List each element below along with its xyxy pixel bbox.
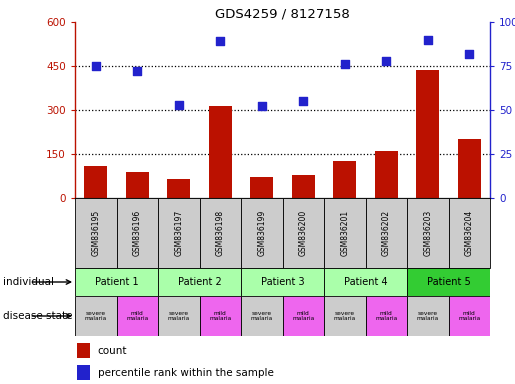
- Bar: [333, 161, 356, 198]
- Bar: [116, 198, 158, 268]
- Text: mild
malaria: mild malaria: [209, 311, 231, 321]
- Bar: [116, 296, 158, 336]
- Bar: [84, 166, 107, 198]
- Point: [382, 58, 390, 64]
- Bar: [75, 296, 116, 336]
- Text: GSM836202: GSM836202: [382, 210, 391, 256]
- Text: GSM836197: GSM836197: [174, 210, 183, 256]
- Bar: [158, 268, 241, 296]
- Bar: [77, 365, 90, 381]
- Bar: [199, 296, 241, 336]
- Bar: [375, 151, 398, 198]
- Bar: [366, 198, 407, 268]
- Bar: [449, 198, 490, 268]
- Point: [299, 98, 307, 104]
- Text: Patient 1: Patient 1: [95, 277, 139, 287]
- Bar: [241, 268, 324, 296]
- Bar: [75, 268, 158, 296]
- Text: disease state: disease state: [3, 311, 72, 321]
- Text: count: count: [98, 346, 127, 356]
- Text: GSM836204: GSM836204: [465, 210, 474, 256]
- Bar: [167, 179, 190, 198]
- Text: severe
malaria: severe malaria: [84, 311, 107, 321]
- Bar: [250, 177, 273, 198]
- Text: individual: individual: [3, 277, 54, 287]
- Bar: [283, 198, 324, 268]
- Bar: [324, 296, 366, 336]
- Bar: [209, 106, 232, 198]
- Text: severe
malaria: severe malaria: [167, 311, 190, 321]
- Text: severe
malaria: severe malaria: [417, 311, 439, 321]
- Point: [340, 61, 349, 67]
- Bar: [199, 198, 241, 268]
- Text: GSM836198: GSM836198: [216, 210, 225, 256]
- Text: GSM836201: GSM836201: [340, 210, 349, 256]
- Text: Patient 3: Patient 3: [261, 277, 304, 287]
- Text: Patient 5: Patient 5: [426, 277, 470, 287]
- Point: [258, 103, 266, 109]
- Bar: [324, 198, 366, 268]
- Bar: [126, 172, 149, 198]
- Text: mild
malaria: mild malaria: [292, 311, 314, 321]
- Point: [175, 102, 183, 108]
- Point: [92, 63, 100, 69]
- Point: [133, 68, 142, 74]
- Text: severe
malaria: severe malaria: [251, 311, 273, 321]
- Text: percentile rank within the sample: percentile rank within the sample: [98, 368, 273, 378]
- Text: mild
malaria: mild malaria: [126, 311, 148, 321]
- Text: GSM836200: GSM836200: [299, 210, 308, 256]
- Bar: [77, 343, 90, 359]
- Bar: [283, 296, 324, 336]
- Bar: [324, 268, 407, 296]
- Text: GSM836195: GSM836195: [91, 210, 100, 256]
- Point: [424, 36, 432, 43]
- Text: GSM836199: GSM836199: [258, 210, 266, 256]
- Title: GDS4259 / 8127158: GDS4259 / 8127158: [215, 8, 350, 21]
- Text: Patient 4: Patient 4: [344, 277, 387, 287]
- Text: GSM836196: GSM836196: [133, 210, 142, 256]
- Text: mild
malaria: mild malaria: [458, 311, 480, 321]
- Bar: [241, 198, 283, 268]
- Bar: [75, 198, 116, 268]
- Bar: [407, 198, 449, 268]
- Bar: [449, 296, 490, 336]
- Text: Patient 2: Patient 2: [178, 277, 221, 287]
- Bar: [458, 139, 480, 198]
- Bar: [241, 296, 283, 336]
- Bar: [158, 296, 199, 336]
- Bar: [416, 70, 439, 198]
- Point: [465, 51, 473, 57]
- Text: severe
malaria: severe malaria: [334, 311, 356, 321]
- Bar: [407, 268, 490, 296]
- Text: GSM836203: GSM836203: [423, 210, 432, 256]
- Point: [216, 38, 225, 45]
- Bar: [366, 296, 407, 336]
- Bar: [292, 175, 315, 198]
- Bar: [158, 198, 199, 268]
- Text: mild
malaria: mild malaria: [375, 311, 398, 321]
- Bar: [407, 296, 449, 336]
